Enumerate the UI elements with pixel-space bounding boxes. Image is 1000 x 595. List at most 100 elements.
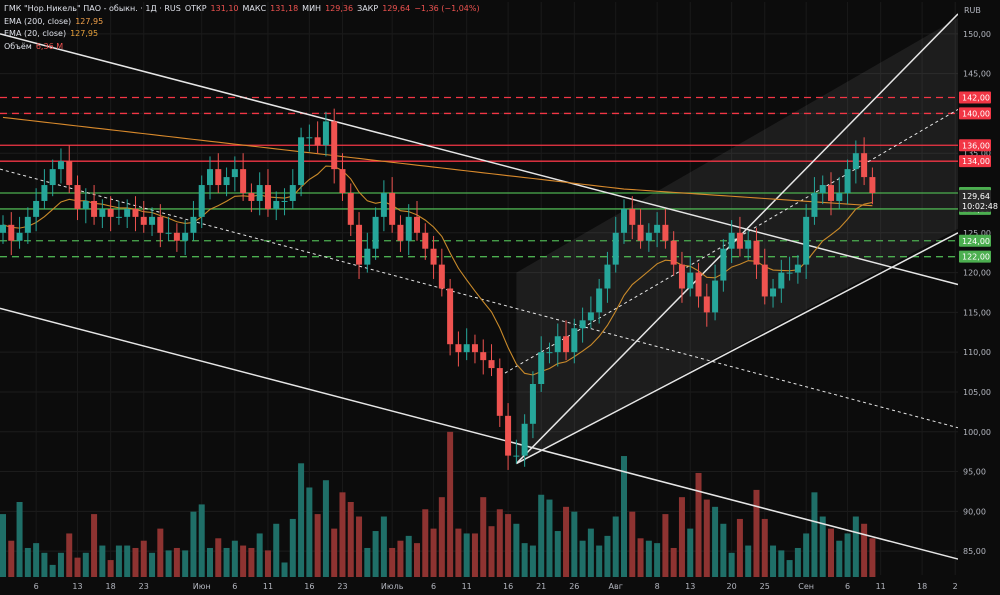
volume-bar: [314, 514, 321, 577]
candle-body: [33, 200, 40, 217]
volume-bar: [231, 540, 238, 577]
candle-body: [753, 240, 760, 265]
candle: [778, 259, 785, 303]
candle: [480, 339, 487, 375]
candle-body: [389, 193, 396, 225]
candle: [471, 334, 478, 364]
candle: [422, 223, 429, 260]
candle: [339, 153, 346, 201]
volume-bar: [505, 514, 512, 577]
volume-bar: [861, 523, 868, 577]
price-tick-label: 115,00: [963, 308, 991, 317]
candle: [571, 318, 578, 364]
volume-bar: [82, 552, 89, 577]
candle: [654, 212, 661, 248]
candle-body: [322, 121, 329, 146]
time-tick-label: 6: [431, 582, 436, 591]
volume-bar: [16, 502, 23, 577]
volume-bar: [389, 547, 396, 577]
candle: [670, 231, 677, 276]
candle-body: [314, 137, 321, 146]
candle-body: [505, 415, 512, 456]
volume-bar: [364, 547, 371, 577]
candle-body: [803, 216, 810, 265]
candle: [496, 358, 503, 427]
candle: [66, 145, 73, 193]
candle: [0, 215, 6, 244]
candle-body: [41, 185, 48, 201]
candle-body: [786, 272, 793, 274]
candle: [74, 175, 81, 221]
volume-bar: [571, 511, 578, 577]
candle: [248, 183, 255, 213]
candle-body: [223, 177, 230, 186]
volume-bar: [695, 472, 702, 577]
candle: [8, 212, 15, 256]
volume-bar: [819, 516, 826, 577]
symbol-title[interactable]: ГМК "Нор.Никель" ПАО - обыкн. · 1Д · RUS: [4, 4, 181, 13]
volume-bar: [538, 494, 545, 577]
candle-body: [521, 423, 528, 456]
price-tick-label: 95,00: [963, 468, 986, 477]
candle: [579, 307, 586, 343]
candle-body: [637, 224, 644, 241]
candle: [703, 283, 710, 327]
current-price-label: 129,64: [962, 192, 990, 201]
candle: [828, 172, 834, 216]
ema200-row[interactable]: EMA (200, close) 127,95: [4, 16, 480, 29]
volume-bar: [380, 516, 387, 577]
time-tick-label: Июль: [381, 582, 404, 591]
volume-bar: [57, 552, 64, 577]
volume-bar: [107, 560, 114, 577]
candle: [852, 140, 859, 184]
candle: [405, 204, 412, 256]
price-tick-label: 135,00: [963, 149, 991, 158]
chart-legend: ГМК "Нор.Никель" ПАО - обыкн. · 1Д · RUS…: [4, 3, 480, 53]
time-tick-label: 18: [917, 582, 927, 591]
current-time-label: 10:02:48: [962, 202, 998, 211]
candle-body: [447, 288, 454, 345]
candle: [529, 371, 536, 439]
volume-bar: [124, 545, 131, 577]
candle: [629, 196, 636, 240]
volume-bar: [41, 552, 48, 577]
volume-bar: [803, 533, 810, 577]
ema200-value: 127,95: [75, 16, 104, 26]
candle: [728, 220, 735, 264]
volume-row[interactable]: Объём 6,36 M: [4, 41, 480, 54]
price-tick-label: 85,00: [963, 547, 986, 556]
candle-body: [463, 344, 470, 353]
candle-body: [819, 185, 826, 193]
candle: [712, 264, 719, 321]
candle-body: [82, 200, 89, 209]
candle-body: [132, 208, 139, 217]
candle: [289, 169, 296, 209]
downtrend-upper-line: [0, 33, 959, 286]
candle-body: [736, 232, 743, 249]
candle: [124, 199, 131, 229]
candle: [82, 188, 89, 224]
candle-body: [546, 352, 553, 354]
ema20-value: 127,95: [70, 29, 99, 38]
candle: [298, 127, 305, 197]
candle: [438, 248, 445, 297]
candle: [256, 172, 263, 216]
level-price-label: 124,00: [962, 237, 990, 246]
candle: [695, 263, 702, 308]
candle-body: [364, 248, 371, 265]
candle-body: [99, 208, 106, 217]
volume-bar: [728, 552, 735, 577]
candle-body: [356, 224, 363, 265]
volume-bar: [455, 528, 462, 577]
candle: [107, 196, 114, 232]
candle: [836, 177, 843, 209]
volume-bar: [165, 550, 172, 577]
candle-body: [496, 368, 503, 416]
ema20-row[interactable]: EMA (20, close) 127,95: [4, 28, 480, 41]
price-tick-label: 110,00: [963, 348, 991, 357]
candle-body: [687, 272, 694, 289]
candle: [273, 191, 280, 221]
candle: [463, 328, 470, 361]
time-tick-label: 11: [876, 582, 886, 591]
